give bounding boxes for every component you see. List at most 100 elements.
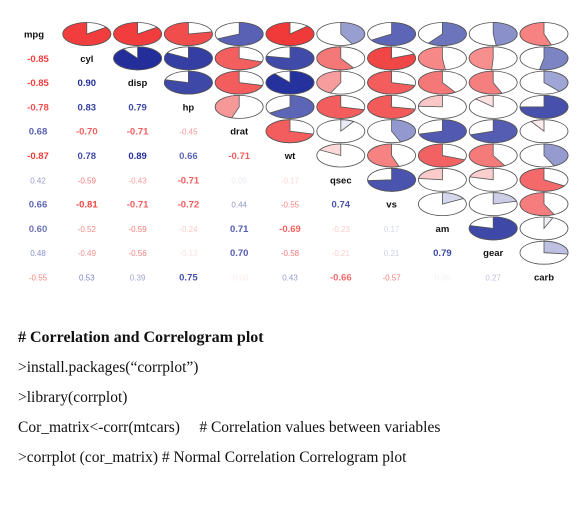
correlation-value: 0.78 <box>78 151 97 162</box>
correlation-value: -0.23 <box>332 225 351 234</box>
pie-slice <box>418 70 457 95</box>
correlation-value: 0.70 <box>230 248 249 259</box>
pie-slice <box>340 119 355 133</box>
pie-slice <box>417 94 443 108</box>
pie-slice <box>370 22 416 46</box>
correlation-value: -0.78 <box>27 102 49 113</box>
pie-slice <box>469 167 494 181</box>
correlation-value: -0.52 <box>78 225 97 234</box>
correlation-value: 0.75 <box>179 273 198 284</box>
pie-slice <box>468 70 503 95</box>
code-line-cor-matrix: Cor_matrix<-corr(mtcars) # Correlation v… <box>18 419 441 436</box>
correlation-value: 0.42 <box>30 176 46 185</box>
correlation-value: 0.66 <box>179 151 198 162</box>
variable-label: carb <box>534 273 554 284</box>
pie-slice <box>316 94 365 119</box>
pie-slice <box>265 70 315 95</box>
correlation-value: -0.55 <box>29 274 48 283</box>
pie-slice <box>468 143 506 168</box>
correlation-value: 0.27 <box>485 274 501 283</box>
pie-slice <box>519 192 556 216</box>
correlation-value: 0.71 <box>230 224 249 235</box>
code-line-install: >install.packages(“corrplot”) <box>18 359 199 376</box>
correlation-value: 0.74 <box>332 200 351 211</box>
pie-slice <box>543 216 554 230</box>
correlation-value: -0.69 <box>279 224 301 235</box>
pie-slice <box>340 22 366 45</box>
correlation-value: -0.55 <box>281 201 300 210</box>
pie-slice <box>316 46 355 71</box>
pie-slice <box>265 46 315 71</box>
correlation-value: -0.70 <box>76 127 98 138</box>
pie-slice <box>391 119 416 143</box>
pie-slice <box>543 70 569 92</box>
variable-label: cyl <box>80 54 93 65</box>
pie-slice <box>427 22 467 46</box>
pie-slice <box>367 167 416 192</box>
correlation-value: 0.43 <box>282 274 298 283</box>
pie-slice <box>113 46 162 71</box>
code-line-corrplot: >corrplot (cor_matrix) # Normal Correlat… <box>18 449 407 466</box>
pie-slice <box>492 22 518 46</box>
variable-label: mpg <box>24 30 44 41</box>
correlation-value: 0.83 <box>78 102 97 113</box>
pie-slice <box>418 143 466 168</box>
correlation-value: 0.48 <box>30 249 46 258</box>
correlation-value: 0.90 <box>78 78 97 89</box>
pie-slice <box>367 70 416 95</box>
correlation-value: 0.89 <box>128 151 147 162</box>
variable-label: hp <box>183 102 195 113</box>
pie-slice <box>519 22 553 46</box>
pie-slice <box>214 46 263 71</box>
pie-slice <box>418 46 446 71</box>
pie-slice <box>216 22 264 46</box>
correlation-value: -0.81 <box>76 200 98 211</box>
correlation-value: 0.39 <box>130 274 146 283</box>
pie-slice <box>214 94 240 119</box>
variable-label: wt <box>284 151 296 162</box>
pie-slice <box>519 94 569 119</box>
correlation-value: -0.71 <box>127 200 149 211</box>
correlation-value: 0.06 <box>435 274 451 283</box>
pie-slice <box>538 46 569 71</box>
pie-slice <box>268 94 315 119</box>
correlation-value: -0.71 <box>228 151 250 162</box>
correlation-value: -0.59 <box>128 225 147 234</box>
correlation-value: 0.09 <box>231 176 247 185</box>
correlation-value: 0.53 <box>79 274 95 283</box>
correlation-value: 0.21 <box>384 249 400 258</box>
variable-label: am <box>436 224 450 235</box>
correlation-value: -0.66 <box>330 273 352 284</box>
variable-label: qsec <box>330 175 352 186</box>
pie-slice <box>164 22 213 46</box>
code-line-library: >library(corrplot) <box>18 389 128 406</box>
correlation-value: -0.56 <box>128 249 147 258</box>
pie-slice <box>214 70 264 95</box>
pie-slice <box>164 70 213 95</box>
correlation-value: -0.57 <box>382 274 401 283</box>
correlation-value: -0.85 <box>27 78 49 89</box>
code-block: # Correlation and Correlogram plot >inst… <box>18 323 568 473</box>
pie-slice <box>318 143 342 157</box>
correlation-value: -0.87 <box>27 151 49 162</box>
variable-label: disp <box>128 78 148 89</box>
correlation-value: 0.44 <box>231 201 247 210</box>
correlation-value: -0.17 <box>281 176 300 185</box>
variable-label: gear <box>483 248 503 259</box>
pie-slice <box>492 192 518 205</box>
correlation-value: -0.09 <box>230 274 249 283</box>
pie-slice <box>265 22 315 46</box>
correlation-value: 0.79 <box>128 102 147 113</box>
pie-slice <box>62 22 112 46</box>
correlation-value: 0.79 <box>433 248 452 259</box>
correlation-value: 0.60 <box>29 224 48 235</box>
pie-slice <box>442 192 465 205</box>
pie-slice <box>474 94 494 108</box>
pie-slice <box>164 46 213 71</box>
variable-label: drat <box>230 127 249 138</box>
pie-slice <box>418 167 443 181</box>
correlation-value: -0.21 <box>332 249 351 258</box>
correlation-value: -0.24 <box>179 225 198 234</box>
pie-slice <box>113 22 162 46</box>
correlation-value: -0.43 <box>128 176 147 185</box>
